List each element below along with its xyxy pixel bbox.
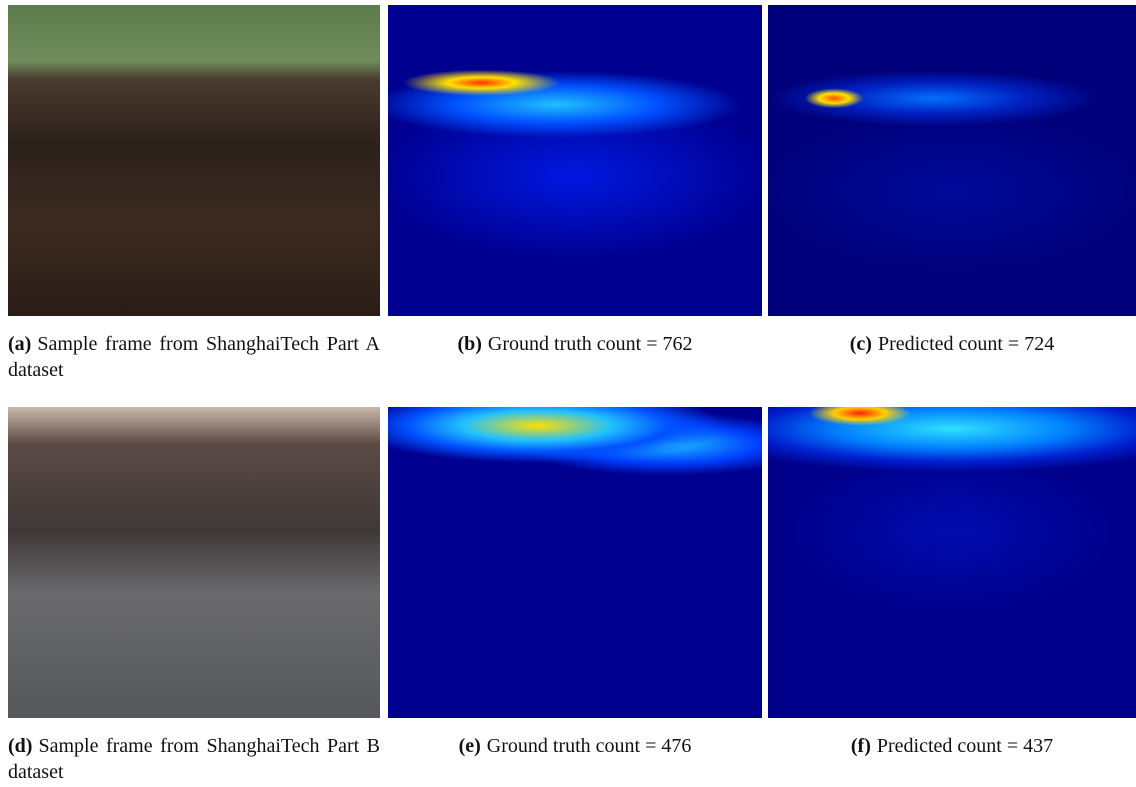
caption: (c) Predicted count = 724: [768, 331, 1136, 357]
density-map: [388, 407, 762, 718]
figure: (a)Sample frame from ShanghaiTech Part A…: [0, 0, 1136, 787]
caption-text: Ground truth count = 762: [488, 333, 693, 355]
caption-text: Ground truth count = 476: [487, 735, 692, 757]
density-map: [768, 407, 1136, 718]
caption-label: (e): [459, 735, 481, 757]
density-map: [388, 5, 762, 316]
caption-text: Predicted count = 724: [878, 333, 1054, 355]
photo: [8, 5, 380, 316]
caption: (d)Sample frame from ShanghaiTech Part B…: [8, 733, 380, 785]
caption-text: Predicted count = 437: [877, 735, 1053, 757]
caption: (e) Ground truth count = 476: [388, 733, 762, 759]
caption-label: (d): [8, 735, 32, 757]
caption: (a)Sample frame from ShanghaiTech Part A…: [8, 331, 380, 383]
caption-label: (b): [457, 333, 481, 355]
caption: (b) Ground truth count = 762: [388, 331, 762, 357]
caption: (f) Predicted count = 437: [768, 733, 1136, 759]
density-map: [768, 5, 1136, 316]
caption-label: (f): [851, 735, 871, 757]
caption-text: Sample frame from ShanghaiTech Part A da…: [8, 333, 380, 381]
photo: [8, 407, 380, 718]
caption-label: (a): [8, 333, 31, 355]
caption-text: Sample frame from ShanghaiTech Part B da…: [8, 735, 380, 783]
caption-label: (c): [850, 333, 872, 355]
